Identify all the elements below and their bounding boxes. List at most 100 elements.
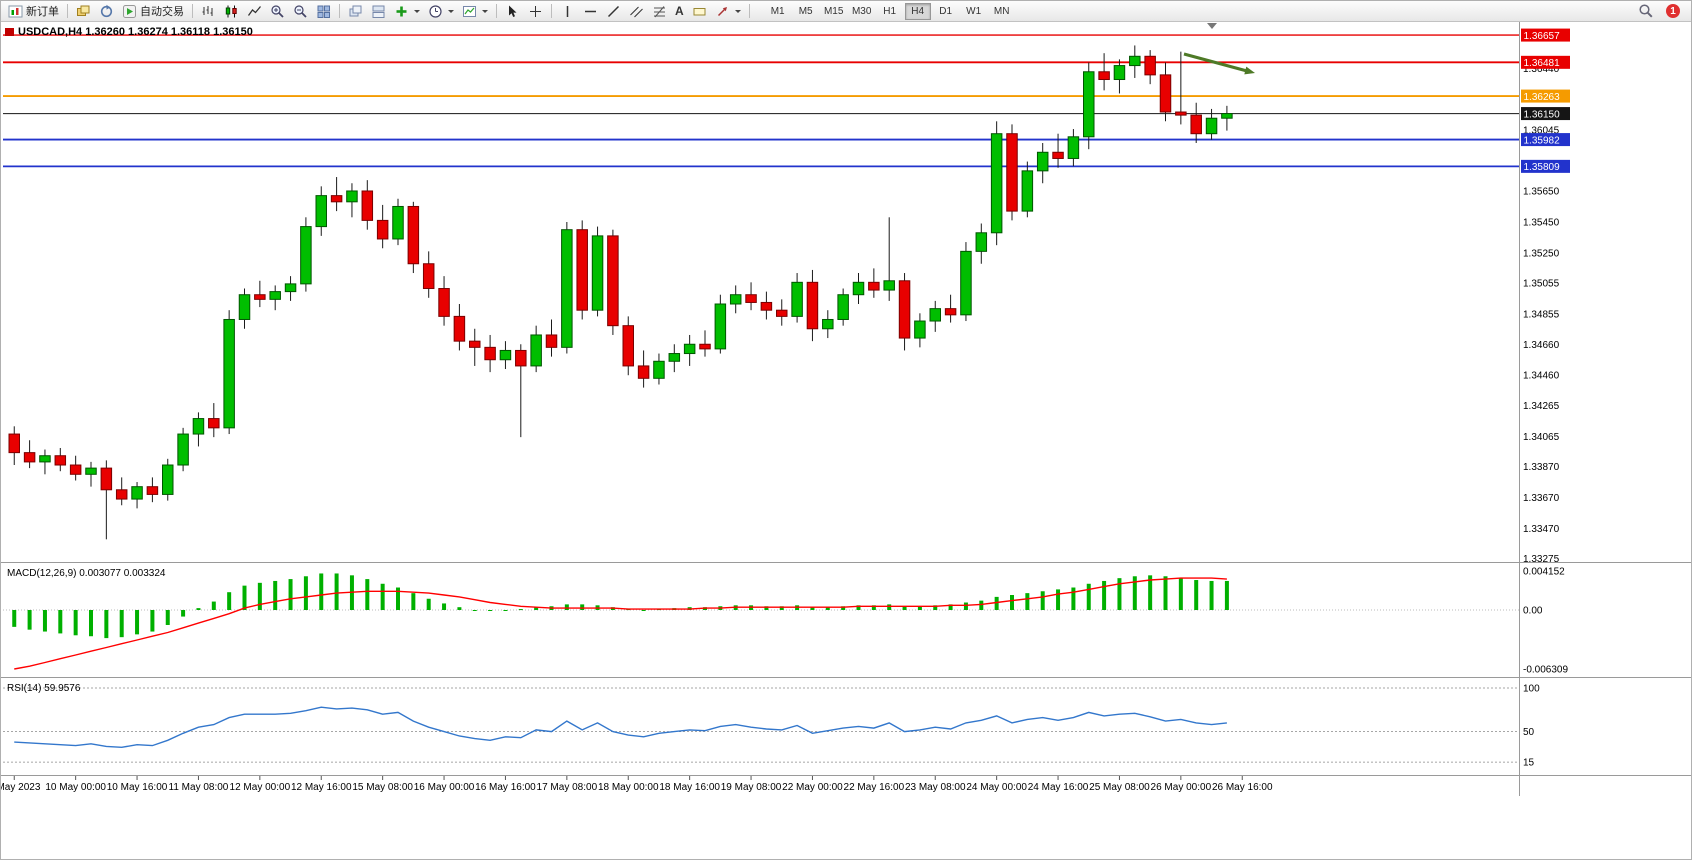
candle-down: [576, 229, 588, 311]
candle-up: [1067, 136, 1080, 159]
horizontal-line-button[interactable]: [579, 3, 602, 20]
autotrading-button[interactable]: 自动交易: [118, 3, 188, 20]
candle-down: [898, 280, 911, 339]
periods-button[interactable]: [424, 3, 458, 20]
chart-plot-area[interactable]: [3, 23, 1519, 561]
macd-histogram-bar: [150, 610, 155, 632]
price-tick-label: 1.34660: [1523, 340, 1560, 351]
macd-histogram-bar: [917, 606, 922, 610]
templates-button[interactable]: [458, 3, 492, 20]
text-tool-icon: A: [675, 4, 684, 18]
timeframe-button-m30[interactable]: M30: [851, 5, 872, 17]
price-tick-label: 1.35250: [1523, 248, 1560, 259]
timeframe-button-m5[interactable]: M5: [798, 5, 813, 17]
candle-down: [1159, 74, 1172, 113]
trendline-icon: [606, 4, 621, 19]
macd-tick-label: 0.00: [1523, 606, 1543, 617]
chart-type-line-button[interactable]: [243, 3, 266, 20]
arrow-annotation[interactable]: [1183, 52, 1248, 73]
candle-up: [85, 467, 97, 475]
price-tick-label: 1.35450: [1523, 217, 1560, 228]
search-button[interactable]: [1634, 3, 1658, 20]
macd-histogram-bar: [1071, 587, 1076, 610]
chart-type-bars-button[interactable]: [197, 3, 220, 20]
cursor-arrow-icon: [505, 4, 520, 19]
price-tag-label: 1.36150: [1524, 109, 1561, 120]
macd-histogram-bar: [135, 610, 140, 635]
candle-up: [914, 320, 926, 339]
price-tag-label: 1.35982: [1524, 135, 1561, 146]
trendline-button[interactable]: [602, 3, 625, 20]
macd-histogram-bar: [902, 606, 907, 610]
text-tool-button[interactable]: A: [671, 3, 688, 20]
price-tag: [1521, 107, 1570, 121]
macd-histogram-bar: [319, 573, 324, 610]
macd-tick-label: -0.006309: [1523, 665, 1568, 676]
rsi-line: [14, 706, 1227, 749]
price-axis[interactable]: 1.36440 1.36045 1.35650 1.35450 1.35250 1.350…: [1519, 21, 1571, 797]
time-tick-label: 26 May 00:00: [1151, 782, 1212, 793]
timeframe-button-m15[interactable]: M15: [823, 5, 844, 17]
chart-shift-marker[interactable]: [1207, 23, 1217, 29]
zoom-in-button[interactable]: [266, 3, 289, 20]
macd-histogram-bar: [27, 610, 32, 630]
macd-histogram-bar: [196, 608, 201, 610]
candle-up: [1083, 71, 1095, 138]
new-order-icon: [8, 4, 23, 19]
crosshair-button[interactable]: [524, 3, 547, 20]
macd-histogram-bar: [1102, 580, 1107, 610]
text-label-button[interactable]: [688, 3, 711, 20]
rsi-tick-label: 15: [1523, 758, 1535, 769]
zoom-out-icon: [293, 4, 308, 19]
candle-up: [192, 418, 205, 435]
rsi-panel: 100 50 15 RSI(14) 59.9576: [3, 683, 1540, 769]
candle-down: [407, 205, 420, 265]
cascade-windows-button[interactable]: [344, 3, 367, 20]
arrow-tool-icon: [715, 4, 730, 19]
new-order-label: 新订单: [26, 6, 59, 18]
price-tick-label: 1.34460: [1523, 371, 1560, 382]
candle-up: [714, 303, 727, 350]
annotations[interactable]: [1183, 52, 1255, 75]
price-tag-label: 1.36263: [1524, 92, 1561, 103]
tile-windows-button[interactable]: [312, 3, 335, 20]
candle-up: [653, 360, 665, 379]
macd-histogram-bar: [1086, 583, 1091, 610]
timeframe-button-h4[interactable]: H4: [904, 2, 931, 20]
timeframe-button-d1[interactable]: D1: [939, 5, 953, 17]
arrows-tool-button[interactable]: [711, 3, 745, 20]
notification-badge[interactable]: 1: [1666, 4, 1680, 18]
vertical-line-button[interactable]: [556, 3, 579, 20]
price-tick-label: 1.33870: [1523, 462, 1560, 473]
price-tick-label: 1.33670: [1523, 493, 1560, 504]
cursor-button[interactable]: [501, 3, 524, 20]
macd-histogram-bar: [1025, 593, 1030, 610]
candle-down: [100, 467, 113, 491]
candle-up: [269, 291, 281, 300]
candle-down: [1144, 55, 1156, 76]
fibonacci-button[interactable]: [648, 3, 671, 20]
new-order-button[interactable]: 新订单: [4, 3, 63, 20]
chart-type-candles-button[interactable]: [220, 3, 243, 20]
price-tick-label: 1.34855: [1523, 310, 1560, 321]
indicators-button[interactable]: [390, 3, 424, 20]
zoom-in-icon: [270, 4, 285, 19]
macd-histogram-bar: [273, 580, 278, 610]
macd-histogram-bar: [73, 610, 78, 636]
toolbar-separator: [551, 4, 552, 18]
timeframe-button-w1[interactable]: W1: [966, 5, 982, 17]
refresh-button[interactable]: [95, 3, 118, 20]
timeframe-button-mn[interactable]: MN: [993, 5, 1010, 17]
arrange-windows-button[interactable]: [367, 3, 390, 20]
macd-histogram-bar: [764, 606, 769, 610]
zoom-out-button[interactable]: [289, 3, 312, 20]
macd-histogram-bar: [411, 593, 416, 610]
time-tick-label: 18 May 00:00: [598, 782, 659, 793]
price-hlines[interactable]: [3, 34, 1519, 168]
equidistant-channel-button[interactable]: [625, 3, 648, 20]
timeframe-button-h1[interactable]: H1: [883, 5, 897, 17]
timeframe-button-m1[interactable]: M1: [770, 5, 785, 17]
profiles-button[interactable]: [72, 3, 95, 20]
